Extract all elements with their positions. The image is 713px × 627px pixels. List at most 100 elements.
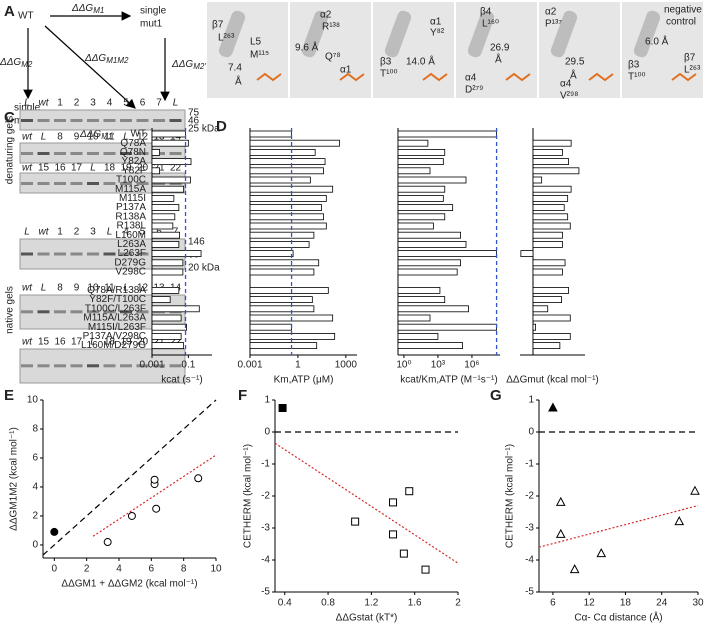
- lane-label: wt: [22, 163, 33, 174]
- lane-label: 22: [170, 163, 182, 174]
- category-label: L160M: [115, 230, 146, 241]
- marker-label: 20 kDa: [188, 263, 220, 274]
- band: [103, 182, 116, 185]
- point: [548, 402, 558, 412]
- band: [103, 364, 116, 368]
- category-label: L263F: [118, 248, 146, 259]
- lane-label: 2: [74, 227, 80, 238]
- x-axis-label: ΔΔGstat (kT*): [336, 613, 398, 624]
- bar: [151, 231, 181, 239]
- lane-label: 7: [156, 98, 162, 109]
- bar: [151, 314, 182, 322]
- bar: [151, 323, 187, 331]
- category-label: M115A/L263A: [83, 313, 146, 324]
- bar: [397, 314, 431, 322]
- point: [674, 516, 685, 526]
- marker-label: 46: [188, 116, 200, 127]
- band: [136, 182, 149, 185]
- x-tick-label: 1.2: [364, 598, 378, 609]
- edge-label: ΔΔGM2': [171, 59, 206, 71]
- x-axis-label: Km,ATP (μM): [274, 375, 334, 386]
- y-tick-label: 0: [264, 427, 270, 438]
- structure-label: P¹³⁷: [545, 19, 562, 30]
- band: [169, 119, 182, 122]
- band: [21, 119, 33, 122]
- bar: [151, 204, 180, 212]
- x-tick-label: 8: [181, 564, 187, 575]
- bar: [249, 158, 326, 166]
- reference-line: [92, 454, 217, 537]
- lane-label: 9: [74, 283, 80, 294]
- y-axis-label: CETHERM (kcal mol⁻¹): [505, 444, 516, 548]
- bar: [397, 222, 434, 230]
- lane-label: 15: [38, 163, 50, 174]
- x-tick-label: 0.8: [321, 598, 335, 609]
- bar: [151, 130, 186, 138]
- x-tick-label: 4: [116, 564, 122, 575]
- lane-label: 19: [120, 163, 132, 174]
- x-tick-label: 0: [52, 564, 58, 575]
- category-label: T100C: [116, 175, 146, 186]
- band: [120, 119, 132, 122]
- lane-label: wt: [39, 227, 50, 238]
- structure-label: α1: [340, 65, 352, 76]
- helix: [467, 10, 495, 58]
- x-axis-label: ΔΔGmut (kcal mol⁻¹): [506, 375, 599, 386]
- x-tick-label: 6: [550, 598, 556, 609]
- band: [169, 152, 182, 155]
- bar: [249, 231, 315, 239]
- bar: [249, 268, 315, 276]
- y-tick-label: -1: [261, 459, 270, 470]
- node-label: WT: [18, 11, 34, 22]
- structure-label: M¹¹⁵: [250, 50, 269, 61]
- edge-label-main: ΔΔG: [71, 3, 93, 14]
- structure-label: Y⁸²: [430, 28, 445, 39]
- bar: [532, 259, 566, 267]
- marker-label: 75: [188, 108, 200, 119]
- band: [136, 310, 149, 314]
- structure-label: 9.6 Å: [295, 41, 319, 54]
- y-axis-label: CETHERM (kcal mol⁻¹): [243, 444, 254, 548]
- panel-label: C: [4, 109, 15, 126]
- structure-label: 26.9: [490, 43, 510, 54]
- edge-label-main: ΔΔG: [79, 129, 101, 140]
- edge-label-main: ΔΔG: [171, 59, 193, 70]
- y-tick-label: -1: [525, 459, 534, 470]
- lane-label: 1: [57, 98, 63, 109]
- structure-label: D²⁷⁹: [465, 85, 483, 96]
- band: [169, 364, 182, 368]
- category-label: L160M/D279G: [81, 340, 146, 351]
- lane-label: 10: [87, 132, 99, 143]
- band: [70, 252, 83, 256]
- category-label: Q78N: [120, 147, 146, 158]
- band: [103, 119, 116, 122]
- category-label: L263A: [117, 239, 146, 250]
- band: [87, 119, 99, 122]
- lane-label: 15: [38, 337, 50, 348]
- band: [54, 310, 66, 314]
- lane-label: L: [90, 163, 96, 174]
- lane-label: L: [123, 132, 129, 143]
- lane-label: 2: [74, 98, 80, 109]
- category-label: Q78A: [120, 138, 146, 149]
- x-axis-label: kcat/Km,ATP (M⁻¹s⁻¹): [400, 375, 497, 386]
- lane-label: L: [24, 227, 30, 238]
- y-tick-label: -4: [525, 555, 534, 566]
- lane-label: L: [41, 132, 47, 143]
- bar: [397, 130, 497, 138]
- band: [37, 310, 50, 314]
- bar: [397, 240, 467, 248]
- point: [405, 487, 414, 496]
- bar: [151, 305, 200, 313]
- ligand: [588, 72, 614, 82]
- x-tick-label: 24: [656, 598, 668, 609]
- panel-label: F: [238, 387, 247, 404]
- bar: [151, 250, 202, 258]
- band: [21, 152, 33, 155]
- x-tick-label: 0.001: [139, 360, 164, 371]
- ligand: [339, 72, 365, 82]
- band: [21, 252, 33, 256]
- bar: [249, 342, 318, 350]
- lane-label: L: [24, 98, 30, 109]
- band: [70, 310, 83, 314]
